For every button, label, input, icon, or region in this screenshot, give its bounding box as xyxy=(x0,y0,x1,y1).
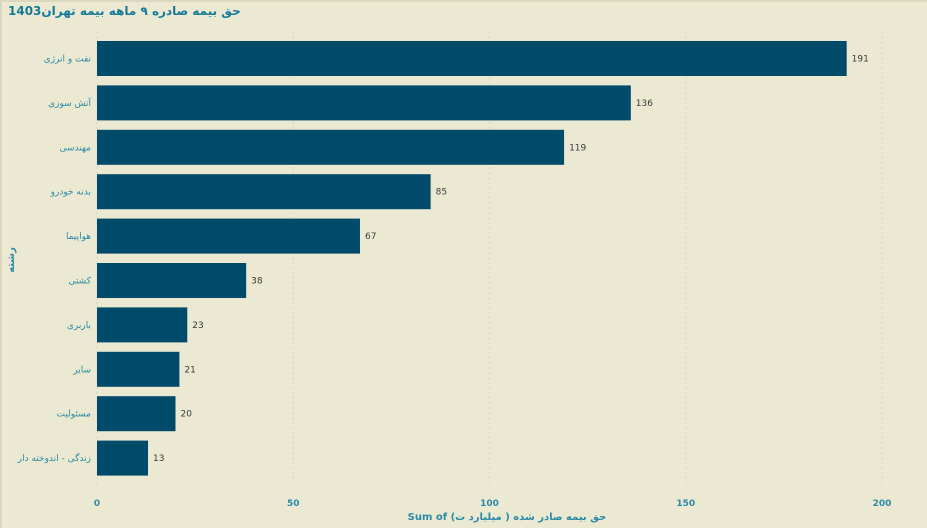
data-label: 23 xyxy=(192,321,203,331)
data-label: 13 xyxy=(153,454,164,464)
category-label: آتش سوزی xyxy=(48,97,91,109)
category-label: نفت و انرژی xyxy=(44,55,91,65)
category-label: هواپیما xyxy=(66,232,91,242)
category-label: زندگی - اندوخته دار xyxy=(17,452,91,464)
chart-title: حق بیمه صادره ۹ ماهه بیمه تهران1403 xyxy=(8,4,241,18)
data-label: 191 xyxy=(852,55,869,65)
data-label: 20 xyxy=(181,410,193,420)
category-label: بدنه خودرو xyxy=(50,188,91,198)
data-label: 21 xyxy=(184,365,195,375)
y-axis-title: رشته xyxy=(6,247,17,273)
x-axis-title: Sum of حق بیمه صادر شده ( میلیارد ت) xyxy=(408,512,607,523)
data-label: 38 xyxy=(251,277,263,287)
bar[interactable] xyxy=(97,351,180,387)
data-label: 136 xyxy=(636,99,653,109)
category-label: کشتی xyxy=(68,277,91,287)
category-label: باربری xyxy=(67,321,91,331)
data-label: 85 xyxy=(436,188,447,198)
bar[interactable] xyxy=(97,263,247,298)
category-label: سایر xyxy=(72,365,91,375)
bar[interactable] xyxy=(97,307,188,343)
x-tick-label: 200 xyxy=(873,499,892,509)
x-tick-label: 50 xyxy=(287,499,300,509)
x-tick-label: 0 xyxy=(94,499,100,509)
bar[interactable] xyxy=(97,396,176,432)
labels-layer: نفت و انرژی 191 آتش سوزی 136 مهندسی 119 بدنه خ… xyxy=(17,55,869,465)
bar[interactable] xyxy=(97,174,431,210)
bar[interactable] xyxy=(97,440,149,476)
category-label: مسئولیت xyxy=(56,410,91,420)
data-label: 67 xyxy=(365,232,376,242)
category-label: مهندسی xyxy=(60,143,92,153)
x-tick-label: 150 xyxy=(676,499,695,509)
data-label: 119 xyxy=(569,143,586,153)
bar[interactable] xyxy=(97,218,360,254)
bar[interactable] xyxy=(97,129,565,165)
bar[interactable] xyxy=(97,41,847,76)
x-tick-label: 100 xyxy=(480,499,499,509)
bar[interactable] xyxy=(97,85,631,121)
bars-layer xyxy=(97,41,847,476)
x-ticks-layer: 0 50 100 150 200 xyxy=(94,499,892,509)
